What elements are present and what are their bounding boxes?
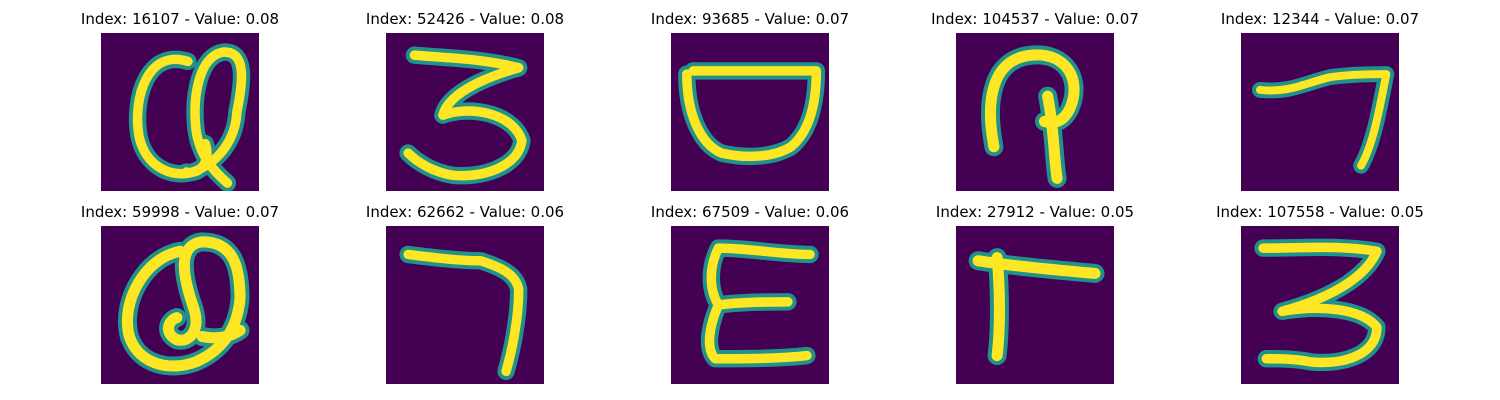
digit-image [956,33,1114,191]
digit-image [386,226,544,384]
panel-title: Index: 59998 - Value: 0.07 [80,203,280,221]
panel-title: Index: 16107 - Value: 0.08 [80,10,280,28]
panel-title: Index: 27912 - Value: 0.05 [935,203,1135,221]
panel-title: Index: 12344 - Value: 0.07 [1220,10,1420,28]
panel-3: Index: 93685 - Value: 0.07 [620,10,880,195]
panel-title: Index: 67509 - Value: 0.06 [650,203,850,221]
panel-9: Index: 27912 - Value: 0.05 [905,203,1165,388]
panel-2: Index: 52426 - Value: 0.08 [335,10,595,195]
panel-7: Index: 62662 - Value: 0.06 [335,203,595,388]
panel-title: Index: 104537 - Value: 0.07 [931,10,1139,28]
digit-image [671,226,829,384]
digit-image [101,226,259,384]
digit-image [956,226,1114,384]
panel-title: Index: 52426 - Value: 0.08 [365,10,565,28]
panel-title: Index: 107558 - Value: 0.05 [1216,203,1424,221]
digit-image [1241,33,1399,191]
digit-image [1241,226,1399,384]
digit-image [671,33,829,191]
panel-title: Index: 93685 - Value: 0.07 [650,10,850,28]
panel-10: Index: 107558 - Value: 0.05 [1190,203,1450,388]
digit-image [386,33,544,191]
panel-1: Index: 16107 - Value: 0.08 [50,10,310,195]
panel-4: Index: 104537 - Value: 0.07 [905,10,1165,195]
panel-title: Index: 62662 - Value: 0.06 [365,203,565,221]
digit-image [101,33,259,191]
panel-6: Index: 59998 - Value: 0.07 [50,203,310,388]
panel-8: Index: 67509 - Value: 0.06 [620,203,880,388]
panel-5: Index: 12344 - Value: 0.07 [1190,10,1450,195]
